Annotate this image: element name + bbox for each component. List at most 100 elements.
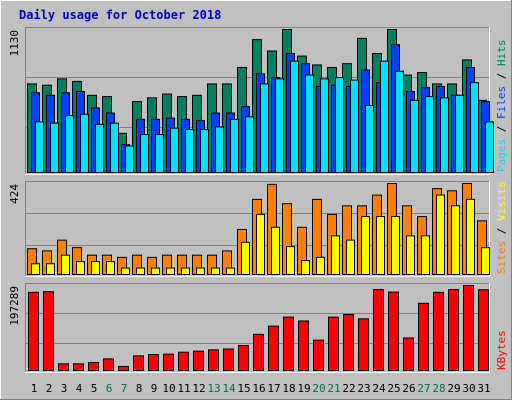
bar-kbytes-day-22 [343, 313, 354, 371]
bar-kbytes-day-13 [208, 349, 219, 371]
x-tick-label-day-17: 17 [267, 382, 280, 395]
bar-pages-day-18 [290, 60, 299, 173]
bar-pages-day-20 [320, 78, 329, 173]
bar-kbytes-day-9 [148, 354, 159, 372]
y-max-label: 1130 [8, 30, 21, 57]
bar-kbytes-day-17 [268, 325, 279, 371]
y-axis-label: Sites / Visits [495, 181, 508, 274]
bar-pages-day-4 [80, 113, 89, 174]
bar-pages-day-3 [65, 115, 74, 174]
bar-sites-day-3 [61, 254, 70, 275]
bar-pages-day-7 [125, 145, 134, 173]
bar-sites-day-30 [466, 198, 475, 276]
bar-sites-day-17 [271, 226, 280, 275]
bar-sites-day-23 [361, 216, 370, 275]
bar-kbytes-day-12 [193, 350, 204, 372]
bar-kbytes-day-29 [448, 289, 459, 371]
bar-sites-day-10 [166, 267, 175, 275]
bar-sites-day-6 [106, 261, 115, 276]
bar-sites-day-8 [136, 267, 145, 275]
x-tick-label-day-6: 6 [106, 382, 113, 395]
bar-kbytes-day-2 [43, 291, 54, 372]
bar-pages-day-29 [455, 94, 464, 173]
x-tick-label-day-31: 31 [477, 382, 490, 395]
bar-pages-day-5 [95, 123, 104, 174]
bar-sites-day-24 [376, 216, 385, 275]
bar-sites-day-26 [406, 235, 415, 275]
bar-sites-day-1 [31, 263, 40, 275]
y-axis-label: Pages / Files / Hits [495, 40, 508, 173]
x-tick-label-day-12: 12 [192, 382, 205, 395]
bar-kbytes-day-28 [433, 291, 444, 371]
x-tick-label-day-23: 23 [357, 382, 370, 395]
bar-sites-day-16 [256, 213, 265, 275]
bar-pages-day-10 [170, 127, 179, 173]
bar-pages-day-30 [470, 82, 479, 173]
y-max-label: 424 [8, 184, 21, 204]
bar-kbytes-day-6 [103, 358, 114, 371]
bar-kbytes-day-7 [118, 365, 129, 371]
x-tick-label-day-5: 5 [91, 382, 98, 395]
bar-sites-day-12 [196, 267, 205, 275]
chart-title: Daily usage for October 2018 [19, 8, 221, 22]
bar-pages-day-1 [35, 121, 44, 173]
bar-sites-day-28 [436, 194, 445, 276]
bar-sites-day-4 [76, 261, 85, 276]
y-axis-label-pages: Pages [495, 139, 508, 172]
bar-sites-day-19 [301, 260, 310, 276]
x-tick-label-day-29: 29 [447, 382, 460, 395]
x-tick-label-day-9: 9 [151, 382, 158, 395]
chart-panel-1: 1130 Pages / Files / Hits [8, 27, 508, 175]
chart-panel-3: 197289 KBytes [8, 283, 508, 373]
x-tick-label-day-20: 20 [312, 382, 325, 395]
bar-pages-day-27 [425, 96, 434, 173]
bar-pages-day-12 [200, 128, 209, 173]
bar-kbytes-day-30 [463, 285, 474, 371]
bar-kbytes-day-24 [373, 289, 384, 371]
bar-kbytes-day-4 [73, 363, 84, 372]
x-tick-label-day-2: 2 [46, 382, 53, 395]
bar-pages-day-19 [305, 74, 314, 173]
x-tick-label-day-13: 13 [207, 382, 220, 395]
bar-kbytes-day-16 [253, 333, 264, 372]
bar-sites-day-13 [211, 267, 220, 275]
bar-pages-day-2 [50, 122, 59, 173]
y-max-label: 197289 [8, 286, 21, 326]
x-tick-label-day-18: 18 [282, 382, 295, 395]
bar-sites-day-15 [241, 241, 250, 276]
bar-sites-day-2 [46, 263, 55, 275]
x-tick-label-day-22: 22 [342, 382, 355, 395]
bar-kbytes-day-21 [328, 316, 339, 371]
bar-pages-day-14 [230, 118, 239, 173]
bar-sites-day-20 [316, 256, 325, 276]
bar-pages-day-13 [215, 126, 224, 173]
x-tick-label-day-3: 3 [61, 382, 68, 395]
y-axis-label-separator: / [495, 66, 508, 86]
bar-kbytes-day-20 [313, 339, 324, 371]
bar-pages-day-22 [350, 79, 359, 173]
bar-sites-day-27 [421, 235, 430, 275]
x-tick-label-day-4: 4 [76, 382, 83, 395]
x-tick-label-day-19: 19 [297, 382, 310, 395]
bar-kbytes-day-23 [358, 318, 369, 371]
y-axis-label-separator: / [495, 119, 508, 139]
bar-pages-day-16 [260, 83, 269, 173]
bar-sites-day-25 [391, 216, 400, 275]
y-axis-label: KBytes [495, 330, 508, 370]
bar-pages-day-17 [275, 78, 284, 173]
bar-pages-day-24 [380, 60, 389, 173]
bar-kbytes-day-10 [163, 353, 174, 372]
x-tick-label-day-24: 24 [372, 382, 386, 395]
y-axis-label-sites: Sites [495, 241, 508, 274]
y-axis-label-separator: / [495, 221, 508, 241]
bar-kbytes-day-11 [178, 351, 189, 372]
bar-pages-day-8 [140, 134, 149, 174]
bar-sites-day-5 [91, 261, 100, 276]
bar-pages-day-23 [365, 104, 374, 173]
bar-sites-day-14 [226, 267, 235, 275]
bar-pages-day-31 [485, 121, 494, 173]
x-tick-label-day-1: 1 [31, 382, 38, 395]
bar-kbytes-day-26 [403, 337, 414, 372]
bar-sites-day-22 [346, 239, 355, 275]
